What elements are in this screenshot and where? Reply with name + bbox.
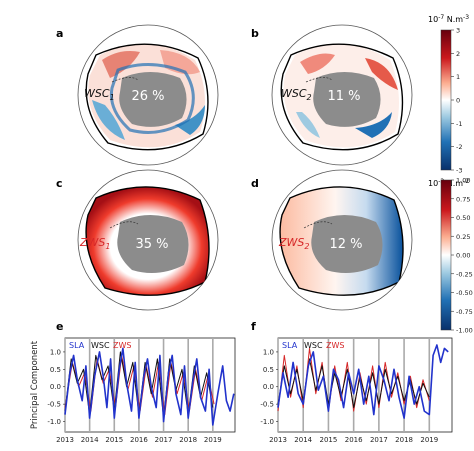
colorbar-tick-label: 1 xyxy=(456,73,460,81)
map-b-antarctica xyxy=(313,72,381,127)
map-a-anomaly-pos xyxy=(102,51,140,78)
y-tick-label: -1.0 xyxy=(47,418,61,426)
map-c-mode-label: ZWS1 xyxy=(79,236,111,251)
map-b-letter: b xyxy=(251,27,259,40)
map-b-anomaly-neg xyxy=(355,112,392,138)
y-tick-label: -0.5 xyxy=(260,401,274,409)
x-tick-label: 2014 xyxy=(294,436,312,444)
colorbar-tick-label: -0.25 xyxy=(456,270,473,278)
map-panel-a: a WSC1 26 % xyxy=(56,24,219,166)
map-panel-d: d ZWS2 12 % xyxy=(251,169,413,311)
colorbar-tick-label: 0.50 xyxy=(456,214,470,222)
x-tick-label: 2014 xyxy=(81,436,99,444)
map-b-front-contour xyxy=(280,43,404,151)
colorbar-tick-label: 0.25 xyxy=(456,233,470,241)
y-tick-label: 0.0 xyxy=(50,383,61,391)
x-tick-label: 2017 xyxy=(370,436,388,444)
x-tick-label: 2013 xyxy=(56,436,74,444)
legend-wsc: WSC xyxy=(304,341,323,350)
legend-wsc: WSC xyxy=(91,341,110,350)
colorbar-tick-label: 3 xyxy=(456,27,460,35)
colorbar-zws: 10-2 N.m-2 1.000.750.500.250.00-0.25-0.5… xyxy=(428,177,473,335)
panel-f-letter: f xyxy=(251,320,256,333)
colorbar-tick-label: -0.75 xyxy=(456,308,473,316)
map-b-ice-edge xyxy=(305,77,333,83)
x-tick-label: 2018 xyxy=(179,436,197,444)
x-tick-label: 2013 xyxy=(269,436,287,444)
map-a-percent: 26 % xyxy=(131,89,164,104)
map-d-mode-label: ZWS2 xyxy=(278,236,310,251)
colorbar-wsc: 10-7 N.m-3 3 2 1 0 -1 -2 -3 xyxy=(428,14,469,175)
plot-area xyxy=(277,337,453,433)
map-a-ice-edge xyxy=(111,77,139,83)
series-line-sla xyxy=(277,344,449,419)
series-line-sla xyxy=(64,347,235,426)
map-c-antarctica xyxy=(117,215,189,274)
colorbar-tick-label: 0.00 xyxy=(456,252,470,260)
y-axis-label: Principal Component xyxy=(30,340,40,429)
x-tick-label: 2018 xyxy=(395,436,413,444)
colorbar-tick-label: 2 xyxy=(456,50,460,58)
map-a-anomaly-neg2 xyxy=(175,105,205,135)
y-tick-label: 0.5 xyxy=(50,366,61,374)
map-b-anomaly-neg2 xyxy=(296,112,320,138)
colorbar-tick-label: -1.00 xyxy=(456,327,473,335)
map-a-antarctica xyxy=(119,72,187,127)
colorbar-tick-label: -3 xyxy=(456,167,462,175)
map-a-front-contour xyxy=(85,43,209,151)
series-line-zws xyxy=(277,347,430,412)
legend-zws: ZWS xyxy=(113,341,131,350)
y-tick-label: 1.0 xyxy=(263,348,274,356)
colorbar-wsc-unit: 10-7 N.m-3 xyxy=(428,14,469,24)
x-tick-label: 2015 xyxy=(105,436,123,444)
map-a-mode-label: WSC1 xyxy=(84,87,115,102)
colorbar-tick-label: 0 xyxy=(456,97,460,105)
map-b-mode-label: WSC2 xyxy=(281,87,312,102)
y-tick-label: -1.0 xyxy=(260,418,274,426)
legend-sla: SLA xyxy=(69,341,85,350)
map-d-percent: 12 % xyxy=(329,237,362,252)
x-tick-label: 2015 xyxy=(320,436,338,444)
panel-e-letter: e xyxy=(56,320,63,333)
map-b-anomaly-pos xyxy=(300,53,335,74)
map-b-anomaly-pos2 xyxy=(365,58,398,90)
timeseries-chart-f: 2013 2014 2015 2016 2017 2018 2019 -1.0 -0.5 0.0 0… xyxy=(260,337,453,444)
y-tick-label: 0.5 xyxy=(263,366,274,374)
x-tick-label: 2016 xyxy=(345,436,363,444)
map-c-letter: c xyxy=(56,177,63,190)
colorbar-tick-label: -0.50 xyxy=(456,289,473,297)
map-panel-c: c ZWS1 35 % xyxy=(56,169,219,311)
y-tick-label: 1.0 xyxy=(50,348,61,356)
colorbar-wsc-bar xyxy=(440,29,452,171)
legend-zws: ZWS xyxy=(326,341,344,350)
map-panel-b: b WSC2 11 % xyxy=(251,24,413,166)
map-d-letter: d xyxy=(251,177,259,190)
colorbar-tick-label: 1.00 xyxy=(456,177,470,185)
timeseries-chart-e: 2013 2014 2015 2016 2017 2018 2019 -1.0 -0.5 0.0 0… xyxy=(30,337,236,444)
y-tick-label: 0.0 xyxy=(263,383,274,391)
x-tick-label: 2017 xyxy=(155,436,173,444)
x-tick-label: 2019 xyxy=(204,436,222,444)
x-tick-label: 2019 xyxy=(420,436,438,444)
x-tick-label: 2016 xyxy=(130,436,148,444)
colorbar-tick-label: -2 xyxy=(456,143,462,151)
y-tick-label: -0.5 xyxy=(47,401,61,409)
map-a-letter: a xyxy=(56,27,63,40)
map-c-percent: 35 % xyxy=(135,237,168,252)
map-a-coastal-band xyxy=(109,62,195,134)
colorbar-tick-label: -1 xyxy=(456,120,462,128)
colorbar-tick-label: 0.75 xyxy=(456,195,470,203)
map-d-antarctica xyxy=(311,215,383,274)
map-a-anomaly-neg xyxy=(92,100,125,140)
map-b-percent: 11 % xyxy=(327,89,360,104)
colorbar-zws-bar xyxy=(440,179,452,331)
legend-sla: SLA xyxy=(282,341,298,350)
